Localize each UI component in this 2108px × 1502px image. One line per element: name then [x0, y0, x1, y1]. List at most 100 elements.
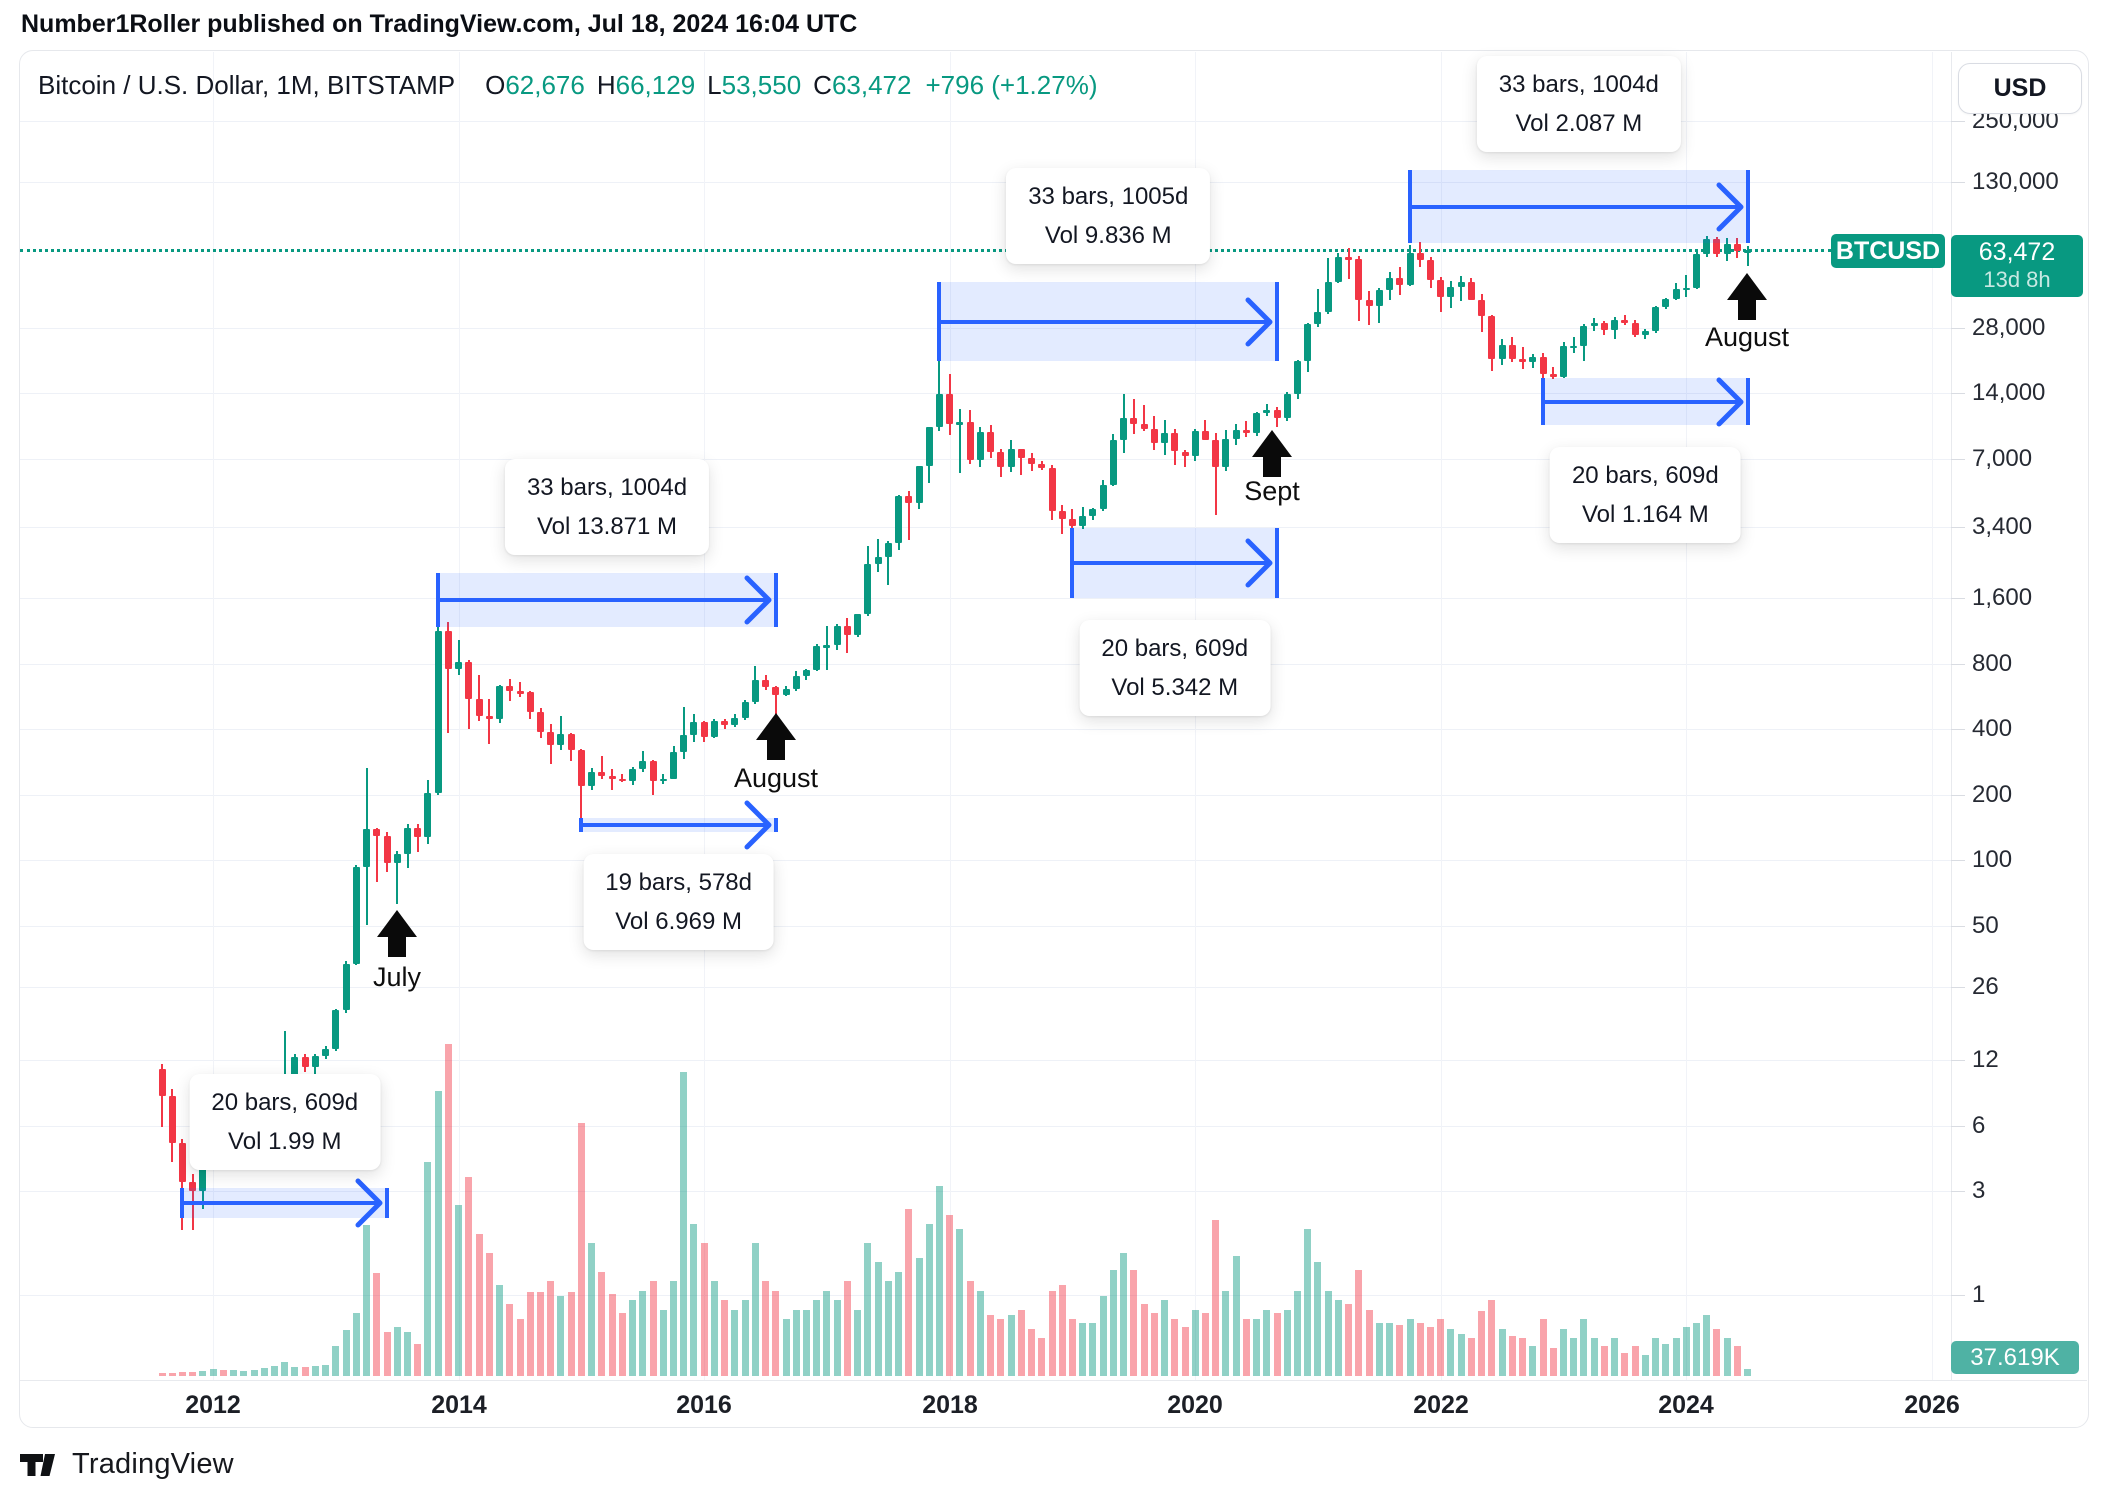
candle-wick-2014-01	[457, 639, 460, 675]
volume-bar-2017-09	[905, 1208, 913, 1376]
volume-bar-2020-04	[1222, 1290, 1230, 1376]
measurement-arrowhead-icon	[1245, 297, 1273, 346]
candle-2018-02	[956, 422, 964, 425]
volume-bar-2012-11	[311, 1365, 319, 1376]
candle-wick-2022-12	[1552, 367, 1555, 379]
volume-bar-2024-07	[1744, 1368, 1752, 1376]
candle-2022-01	[1437, 280, 1445, 298]
measurement-label-0[interactable]: 20 bars, 609d Vol 1.99 M	[189, 1074, 381, 1170]
measurement-end-bar-6	[1745, 378, 1750, 425]
candle-2015-08	[649, 761, 657, 782]
candle-2019-06	[1120, 417, 1128, 440]
symbol-title[interactable]: Bitcoin / U.S. Dollar, 1M, BITSTAMP	[38, 70, 456, 100]
volume-bar-2013-09	[414, 1343, 422, 1376]
candle-2015-12	[690, 722, 698, 735]
volume-bar-2014-04	[485, 1252, 493, 1376]
candle-2024-03	[1703, 239, 1711, 254]
price-tick-mark	[1951, 1125, 1965, 1127]
candle-2013-08	[404, 827, 412, 855]
candle-wick-2017-09	[907, 490, 910, 540]
volume-bar-2018-11	[1048, 1290, 1056, 1376]
volume-bar-2019-12	[1181, 1326, 1189, 1376]
volume-bar-2021-03	[1334, 1300, 1342, 1376]
chart-legend[interactable]: Bitcoin / U.S. Dollar, 1M, BITSTAMP O62,6…	[38, 70, 1097, 101]
volume-bar-2019-04	[1099, 1296, 1107, 1376]
price-tick-mark	[1951, 729, 1965, 730]
candle-2016-08	[772, 686, 780, 695]
volume-bar-2022-04	[1467, 1338, 1475, 1376]
up-arrow-icon	[1252, 430, 1292, 457]
currency-usd-button[interactable]: USD	[1958, 63, 2082, 114]
measurement-label-3[interactable]: 33 bars, 1005d Vol 9.836 M	[1006, 168, 1211, 264]
volume-bar-2018-10	[1038, 1338, 1046, 1376]
candle-2022-11	[1539, 357, 1547, 374]
volume-bar-2023-11	[1662, 1343, 1670, 1376]
measurement-label-4[interactable]: 20 bars, 609d Vol 5.342 M	[1079, 620, 1271, 716]
volume-bar-2022-07	[1498, 1328, 1506, 1376]
h-gridline	[20, 1191, 1951, 1193]
time-tick-label: 2012	[185, 1391, 241, 1419]
candle-2020-02	[1201, 431, 1209, 440]
close-value: 63,472	[831, 70, 912, 100]
candle-2017-04	[854, 614, 862, 636]
event-arrow-august-3[interactable]	[1727, 273, 1767, 320]
volume-bar-2023-10	[1652, 1338, 1660, 1376]
price-tick-label: 400	[1972, 715, 2013, 742]
measurement-label-5[interactable]: 33 bars, 1004d Vol 2.087 M	[1476, 56, 1681, 152]
event-arrow-sept-2[interactable]	[1252, 430, 1292, 477]
volume-bar-2019-02	[1079, 1322, 1087, 1376]
h-gridline	[20, 327, 1951, 329]
volume-bar-2024-01	[1682, 1326, 1690, 1376]
volume-bar-2024-06	[1733, 1345, 1741, 1376]
footer-brand[interactable]: TradingView	[72, 1448, 234, 1480]
candle-wick-2020-02	[1204, 420, 1207, 440]
h-gridline	[20, 925, 1951, 927]
candle-2011-12	[199, 1157, 207, 1192]
h-gridline	[20, 1125, 1951, 1127]
price-tick-mark	[1951, 987, 1965, 989]
volume-bar-2012-01	[209, 1369, 217, 1376]
event-arrow-july-0[interactable]	[377, 910, 417, 957]
candle-2015-02	[588, 771, 596, 787]
volume-bar-2012-02	[219, 1369, 227, 1376]
candle-2017-09	[905, 496, 913, 504]
candle-2015-10	[670, 751, 677, 779]
measurement-label-2[interactable]: 19 bars, 578d Vol 6.969 M	[583, 854, 774, 950]
time-tick-label: 2020	[1167, 1391, 1223, 1419]
volume-bar-2020-12	[1304, 1228, 1312, 1376]
candle-wick-2024-07	[1746, 246, 1749, 267]
candle-2014-09	[537, 711, 544, 733]
volume-bar-2022-02	[1447, 1328, 1455, 1376]
event-arrow-august-1[interactable]	[756, 713, 796, 760]
up-arrow-stem	[1738, 300, 1756, 320]
candle-wick-2019-07	[1132, 398, 1135, 434]
volume-bar-2013-06	[383, 1332, 391, 1376]
candle-wick-2020-06	[1245, 421, 1248, 437]
up-arrow-stem	[388, 937, 406, 957]
volume-bar-2019-05	[1109, 1269, 1117, 1376]
low-value: 53,550	[721, 70, 802, 100]
up-arrow-icon	[756, 713, 796, 740]
candle-2016-11	[802, 670, 810, 677]
candle-wick-2018-02	[958, 409, 961, 474]
event-label-0: July	[372, 962, 422, 992]
publish-header: Number1Roller published on TradingView.c…	[21, 10, 858, 38]
candle-wick-2021-06	[1368, 290, 1371, 325]
volume-bar-2016-04	[731, 1309, 739, 1376]
measurement-label-1[interactable]: 33 bars, 1004d Vol 13.871 M	[504, 459, 710, 555]
tradingview-logo-icon[interactable]	[20, 1453, 60, 1477]
event-label-3: August	[1704, 322, 1790, 352]
candle-2023-08	[1631, 323, 1639, 335]
candle-2013-12	[444, 630, 452, 669]
volume-bar-2011-09	[168, 1372, 176, 1376]
candle-2023-02	[1570, 345, 1578, 349]
volume-bar-2014-12	[567, 1292, 575, 1376]
candle-2021-11	[1416, 253, 1424, 261]
candle-2022-02	[1447, 286, 1455, 298]
measurement-label-6[interactable]: 20 bars, 609d Vol 1.164 M	[1549, 447, 1741, 543]
volume-bar-2018-02	[956, 1228, 964, 1376]
candle-2022-05	[1478, 299, 1486, 316]
v-gridline	[1441, 52, 1442, 1380]
volume-bar-2019-11	[1171, 1319, 1179, 1376]
